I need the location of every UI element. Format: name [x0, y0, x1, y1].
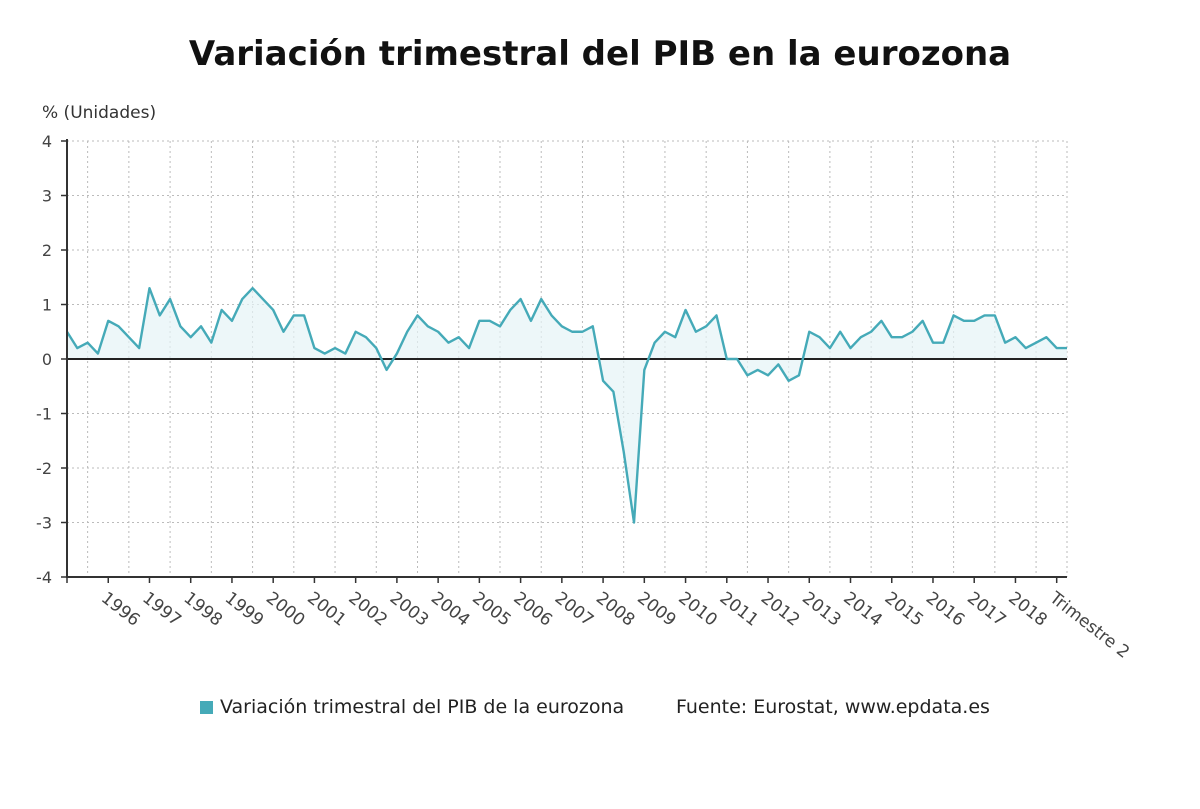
x-tick-label: 2008 — [592, 588, 638, 630]
legend-swatch — [200, 700, 213, 714]
legend-label: Variación trimestral del PIB de la euroz… — [220, 696, 625, 718]
y-tick-label: 4 — [42, 132, 52, 151]
x-tick-label: 2004 — [427, 588, 473, 630]
x-tick-label: 2018 — [1004, 588, 1050, 630]
x-tick-label: 1998 — [180, 588, 226, 630]
x-tick-label: 2010 — [674, 588, 720, 630]
x-tick-label: 2001 — [303, 588, 349, 630]
x-tick-label: 2014 — [839, 588, 885, 630]
y-tick-label: 1 — [42, 296, 52, 315]
y-tick-label: -3 — [36, 514, 52, 533]
legend: Variación trimestral del PIB de la euroz… — [200, 696, 624, 718]
x-tick-labels: 1996199719981999200020012002200320042005… — [97, 588, 1133, 663]
x-tick-label: 2000 — [262, 588, 308, 630]
x-tick-label: 2011 — [716, 588, 762, 630]
x-tick-label: 2015 — [881, 588, 927, 630]
y-tick-label: -4 — [36, 568, 52, 587]
axes — [61, 139, 1067, 583]
x-tick-label: 2005 — [468, 588, 514, 630]
x-tick-label: 2007 — [551, 588, 597, 630]
y-tick-label: 3 — [42, 187, 52, 206]
x-tick-label: 2006 — [510, 588, 556, 630]
x-tick-label: Trimestre 2 — [1045, 588, 1133, 663]
x-tick-label: 2012 — [757, 588, 803, 630]
x-tick-label: 1997 — [138, 588, 184, 630]
y-axis-label: % (Unidades) — [42, 103, 157, 123]
x-tick-label: 2003 — [386, 588, 432, 630]
series-area-fill — [67, 288, 1067, 523]
source-note: Fuente: Eurostat, www.epdata.es — [676, 696, 990, 718]
y-tick-labels: -4 -3 -2 -1 0 1 2 3 4 — [36, 132, 52, 587]
x-tick-label: 1996 — [97, 588, 143, 630]
chart-title: Variación trimestral del PIB en la euroz… — [188, 34, 1012, 74]
y-tick-label: 0 — [42, 350, 52, 369]
x-tick-label: 2013 — [798, 588, 844, 630]
y-tick-label: 2 — [42, 241, 52, 260]
x-tick-label: 2002 — [345, 588, 391, 630]
x-tick-label: 1999 — [221, 588, 267, 630]
x-tick-label: 2009 — [633, 588, 679, 630]
y-tick-label: -1 — [36, 405, 52, 424]
series-line — [65, 286, 1067, 524]
x-tick-label: 2017 — [963, 588, 1009, 630]
x-tick-label: 2016 — [922, 588, 968, 630]
y-tick-label: -2 — [36, 459, 52, 478]
